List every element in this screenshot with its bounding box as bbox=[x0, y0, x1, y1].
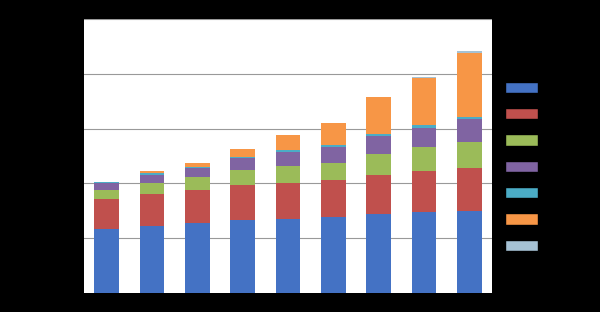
Bar bbox=[366, 136, 391, 154]
Bar bbox=[412, 78, 436, 125]
Bar bbox=[366, 154, 391, 175]
Bar bbox=[94, 199, 119, 229]
Bar bbox=[140, 194, 164, 226]
Bar bbox=[94, 182, 119, 183]
Bar bbox=[230, 185, 255, 220]
Bar bbox=[457, 168, 482, 211]
Bar bbox=[321, 180, 346, 217]
Bar bbox=[412, 148, 436, 171]
Bar bbox=[321, 145, 346, 148]
Bar bbox=[366, 134, 391, 136]
Bar bbox=[366, 214, 391, 293]
Bar bbox=[185, 223, 210, 293]
Bar bbox=[275, 166, 301, 183]
Bar bbox=[140, 171, 164, 173]
Bar bbox=[321, 148, 346, 163]
Bar bbox=[412, 128, 436, 148]
Bar bbox=[140, 226, 164, 293]
FancyBboxPatch shape bbox=[505, 187, 538, 198]
Bar bbox=[230, 170, 255, 185]
Bar bbox=[321, 217, 346, 293]
Bar bbox=[321, 163, 346, 180]
Bar bbox=[94, 229, 119, 293]
Bar bbox=[412, 125, 436, 128]
Bar bbox=[185, 167, 210, 168]
Bar bbox=[94, 183, 119, 190]
Bar bbox=[366, 97, 391, 134]
FancyBboxPatch shape bbox=[505, 134, 538, 145]
Bar bbox=[230, 158, 255, 170]
Bar bbox=[275, 135, 301, 150]
Bar bbox=[94, 190, 119, 199]
Bar bbox=[457, 142, 482, 168]
Bar bbox=[457, 211, 482, 293]
Bar bbox=[412, 77, 436, 78]
Bar bbox=[275, 150, 301, 152]
Bar bbox=[140, 173, 164, 175]
FancyBboxPatch shape bbox=[505, 240, 538, 251]
FancyBboxPatch shape bbox=[505, 108, 538, 119]
Bar bbox=[185, 190, 210, 223]
Bar bbox=[140, 175, 164, 183]
FancyBboxPatch shape bbox=[505, 161, 538, 172]
Bar bbox=[457, 51, 482, 53]
FancyBboxPatch shape bbox=[505, 82, 538, 93]
Bar bbox=[185, 163, 210, 167]
Bar bbox=[366, 175, 391, 214]
Bar bbox=[275, 183, 301, 218]
Bar bbox=[457, 119, 482, 142]
Bar bbox=[457, 53, 482, 117]
Bar bbox=[185, 177, 210, 190]
Bar bbox=[457, 117, 482, 119]
Bar bbox=[230, 157, 255, 158]
Bar bbox=[412, 171, 436, 212]
Bar bbox=[140, 183, 164, 194]
Bar bbox=[230, 220, 255, 293]
Bar bbox=[321, 123, 346, 145]
Bar bbox=[412, 212, 436, 293]
Bar bbox=[275, 218, 301, 293]
Bar bbox=[185, 168, 210, 177]
Bar bbox=[230, 149, 255, 157]
FancyBboxPatch shape bbox=[505, 213, 538, 225]
Bar bbox=[275, 152, 301, 166]
